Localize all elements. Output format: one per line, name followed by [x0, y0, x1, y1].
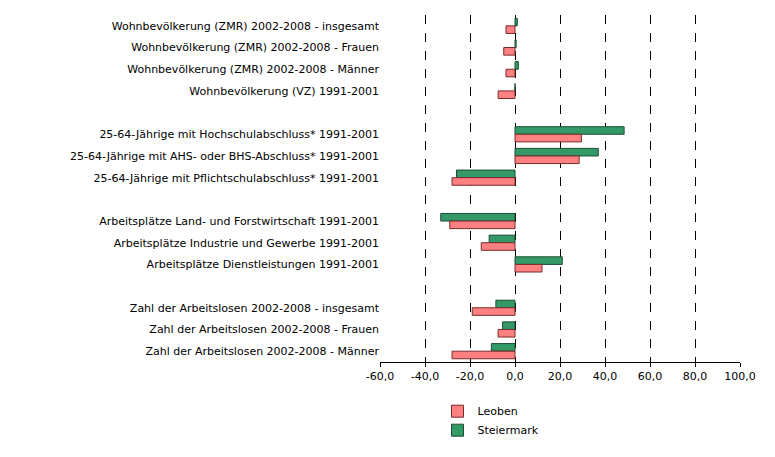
svg-text:Leoben: Leoben [478, 405, 518, 418]
svg-text:Arbeitsplätze Dienstleistungen: Arbeitsplätze Dienstleistungen 1991-2001 [147, 258, 379, 271]
svg-text:-20,0: -20,0 [456, 370, 484, 383]
svg-text:20,0: 20,0 [548, 370, 573, 383]
svg-text:-40,0: -40,0 [411, 370, 439, 383]
svg-text:Wohnbevölkerung (ZMR) 2002-200: Wohnbevölkerung (ZMR) 2002-2008 - insges… [112, 20, 380, 33]
svg-text:Wohnbevölkerung (ZMR) 2002-200: Wohnbevölkerung (ZMR) 2002-2008 - Frauen [131, 41, 379, 54]
svg-text:Arbeitsplätze Industrie und Ge: Arbeitsplätze Industrie und Gewerbe 1991… [114, 237, 379, 250]
svg-text:Steiermark: Steiermark [478, 424, 539, 437]
svg-text:40,0: 40,0 [593, 370, 618, 383]
svg-text:Zahl der Arbeitslosen 2002-200: Zahl der Arbeitslosen 2002-2008 - Männer [145, 345, 379, 358]
svg-text:Wohnbevölkerung (VZ) 1991-2001: Wohnbevölkerung (VZ) 1991-2001 [189, 85, 379, 98]
svg-text:80,0: 80,0 [683, 370, 708, 383]
svg-text:-60,0: -60,0 [366, 370, 394, 383]
svg-text:Zahl der Arbeitslosen 2002-200: Zahl der Arbeitslosen 2002-2008 - insges… [130, 302, 380, 315]
svg-text:0,0: 0,0 [506, 370, 524, 383]
svg-text:25-64-Jährige mit AHS- oder BH: 25-64-Jährige mit AHS- oder BHS-Abschlus… [70, 150, 379, 163]
svg-text:Zahl der Arbeitslosen 2002-200: Zahl der Arbeitslosen 2002-2008 - Frauen [149, 323, 379, 336]
svg-text:25-64-Jährige mit Hochschulabs: 25-64-Jährige mit Hochschulabschluss* 19… [99, 128, 379, 141]
svg-text:Wohnbevölkerung (ZMR) 2002-200: Wohnbevölkerung (ZMR) 2002-2008 - Männer [127, 63, 379, 76]
svg-text:60,0: 60,0 [638, 370, 663, 383]
svg-text:100,0: 100,0 [724, 370, 756, 383]
svg-text:25-64-Jährige mit Pflichtschul: 25-64-Jährige mit Pflichtschulabschluss*… [93, 172, 379, 185]
svg-text:Arbeitsplätze Land- und Forstw: Arbeitsplätze Land- und Forstwirtschaft … [99, 215, 379, 228]
